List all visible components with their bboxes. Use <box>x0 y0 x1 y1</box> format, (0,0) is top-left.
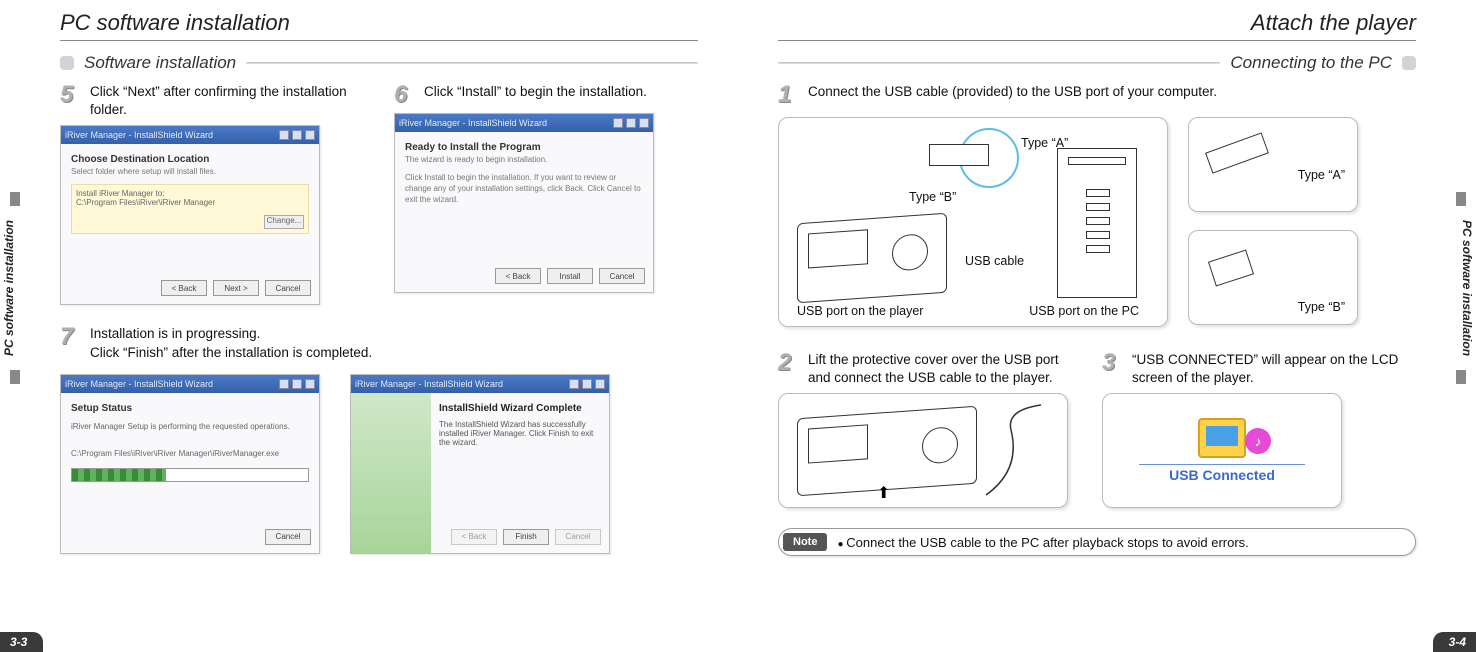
step-1-text: Connect the USB cable (provided) to the … <box>808 83 1217 101</box>
arrow-up-icon: ⬆ <box>877 483 890 503</box>
wiz-finish-head: InstallShield Wizard Complete <box>439 403 599 414</box>
label-type-a-small: Type “A” <box>1298 168 1345 182</box>
label-usb-port-player: USB port on the player <box>797 304 923 318</box>
step-1-number: 1 <box>778 83 800 107</box>
section-bullet <box>60 56 74 70</box>
music-note-icon: ♪ <box>1245 428 1271 454</box>
step-5-number: 5 <box>60 83 82 107</box>
wiz-finish-text: The InstallShield Wizard has successfull… <box>439 420 599 447</box>
page-left: PC software installation Software instal… <box>0 0 738 652</box>
folder-line-2: C:\Program Files\iRiver\iRiver Manager <box>76 198 304 207</box>
section-title-right: Connecting to the PC <box>1230 53 1392 73</box>
step-3: 3 “USB CONNECTED” will appear on the LCD… <box>1102 351 1416 508</box>
finish-side-graphic <box>351 393 431 553</box>
page-number-left: 3-3 <box>0 632 43 652</box>
label-usb-cable: USB cable <box>965 254 1024 268</box>
pc-tower-icon <box>1057 148 1137 298</box>
cancel-button-disabled: Cancel <box>555 529 601 545</box>
screenshot-progress: iRiver Manager - InstallShield Wizard Se… <box>60 374 320 554</box>
step-6-text: Click “Install” to begin the installatio… <box>424 83 647 101</box>
section-header-right: Connecting to the PC <box>778 53 1416 73</box>
usb-a-connector-icon <box>929 144 989 166</box>
page-right: Attach the player Connecting to the PC 1… <box>738 0 1476 652</box>
step-3-number: 3 <box>1102 351 1124 375</box>
wiz-titlebar: iRiver Manager - InstallShield Wizard <box>399 118 610 128</box>
destination-folder-box: Install iRiver Manager to: C:\Program Fi… <box>71 184 309 234</box>
step-2-number: 2 <box>778 351 800 375</box>
step-3-text: “USB CONNECTED” will appear on the LCD s… <box>1132 351 1416 387</box>
step-1: 1 Connect the USB cable (provided) to th… <box>778 83 1416 327</box>
illustration-lcd: ♪ USB Connected <box>1102 393 1342 508</box>
usb-b-connector-icon <box>1208 249 1254 286</box>
monitor-icon <box>1198 418 1246 458</box>
cable-icon <box>981 400 1061 500</box>
section-rule <box>246 62 698 64</box>
note-badge: Note <box>783 533 827 551</box>
step-5: 5 Click “Next” after confirming the inst… <box>60 83 364 305</box>
step-6-number: 6 <box>394 83 416 107</box>
page-number-right: 3-4 <box>1433 632 1476 652</box>
wiz-dest-sub: Select folder where setup will install f… <box>71 167 309 176</box>
cancel-button[interactable]: Cancel <box>265 529 311 545</box>
section-bullet <box>1402 56 1416 70</box>
note-box: Note Connect the USB cable to the PC aft… <box>778 528 1416 556</box>
cancel-button[interactable]: Cancel <box>599 268 645 284</box>
back-button[interactable]: < Back <box>161 280 207 296</box>
step-7: 7 Installation is in progressing. Click … <box>60 325 698 553</box>
wiz-ready-head: Ready to Install the Program <box>405 142 643 153</box>
step-2: 2 Lift the protective cover over the USB… <box>778 351 1078 508</box>
page-title-right: Attach the player <box>778 10 1416 41</box>
label-type-b: Type “B” <box>909 190 956 204</box>
note-text: Connect the USB cable to the PC after pl… <box>837 535 1248 550</box>
label-type-b-small: Type “B” <box>1298 300 1345 314</box>
side-tab-right: PC software installation <box>1458 210 1476 366</box>
back-button-disabled: < Back <box>451 529 497 545</box>
step-7-text: Installation is in progressing. Click “F… <box>90 325 372 361</box>
illustration-type-b: Type “B” <box>1188 230 1358 325</box>
illustration-type-a: Type “A” <box>1188 117 1358 212</box>
illustration-player-connect: ⬆ <box>778 393 1068 508</box>
page-title-left: PC software installation <box>60 10 698 41</box>
finish-button[interactable]: Finish <box>503 529 549 545</box>
step-2-text: Lift the protective cover over the USB p… <box>808 351 1078 387</box>
install-button[interactable]: Install <box>547 268 593 284</box>
illustration-main: Type “A” Type “B” USB cable USB port on … <box>778 117 1168 327</box>
steps-row-1: 5 Click “Next” after confirming the inst… <box>60 83 698 305</box>
back-button[interactable]: < Back <box>495 268 541 284</box>
screenshot-destination: iRiver Manager - InstallShield Wizard Ch… <box>60 125 320 305</box>
lcd-usb-connected-text: USB Connected <box>1139 464 1306 483</box>
label-usb-port-pc: USB port on the PC <box>1029 304 1139 318</box>
player-device-icon <box>797 213 947 303</box>
folder-line-1: Install iRiver Manager to: <box>76 189 304 198</box>
screenshot-ready: iRiver Manager - InstallShield Wizard Re… <box>394 113 654 293</box>
cancel-button[interactable]: Cancel <box>265 280 311 296</box>
wiz-titlebar: iRiver Manager - InstallShield Wizard <box>65 130 276 140</box>
browse-button[interactable]: Change... <box>264 215 304 229</box>
section-header-left: Software installation <box>60 53 698 73</box>
step-6: 6 Click “Install” to begin the installat… <box>394 83 698 305</box>
step-7-number: 7 <box>60 325 82 349</box>
progress-bar <box>71 468 309 482</box>
wiz-ready-sub: The wizard is ready to begin installatio… <box>405 155 643 164</box>
step-5-text: Click “Next” after confirming the instal… <box>90 83 364 119</box>
wiz-dest-head: Choose Destination Location <box>71 154 309 165</box>
side-tab-left: PC software installation <box>0 210 18 366</box>
section-rule <box>778 62 1220 64</box>
wiz-progress-head: Setup Status <box>71 403 309 414</box>
next-button[interactable]: Next > <box>213 280 259 296</box>
screenshot-finish: iRiver Manager - InstallShield Wizard In… <box>350 374 610 554</box>
usb-a-connector-icon <box>1205 132 1269 173</box>
section-title-left: Software installation <box>84 53 236 73</box>
